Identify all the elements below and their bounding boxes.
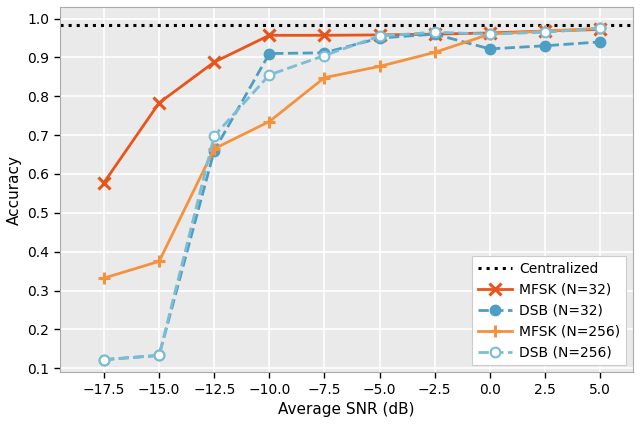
Line: DSB (N=256): DSB (N=256) xyxy=(99,23,605,365)
DSB (N=32) xyxy=(596,39,604,45)
MFSK (N=32) xyxy=(486,31,493,36)
MFSK (N=256) xyxy=(486,32,493,37)
X-axis label: Average SNR (dB): Average SNR (dB) xyxy=(278,402,415,417)
MFSK (N=256) xyxy=(211,146,218,151)
DSB (N=256) xyxy=(100,357,108,362)
MFSK (N=256) xyxy=(100,276,108,281)
MFSK (N=256) xyxy=(541,28,548,33)
Line: DSB (N=32): DSB (N=32) xyxy=(99,29,605,365)
DSB (N=32) xyxy=(541,43,548,48)
DSB (N=256) xyxy=(541,30,548,35)
MFSK (N=256) xyxy=(321,75,328,80)
MFSK (N=32) xyxy=(156,100,163,106)
MFSK (N=32) xyxy=(541,28,548,33)
MFSK (N=256) xyxy=(156,259,163,264)
Centralized xyxy=(508,22,516,28)
DSB (N=32) xyxy=(211,148,218,153)
DSB (N=32) xyxy=(321,50,328,55)
MFSK (N=32) xyxy=(376,32,383,37)
DSB (N=32) xyxy=(376,36,383,41)
DSB (N=32) xyxy=(100,357,108,362)
MFSK (N=32) xyxy=(596,27,604,32)
Y-axis label: Accuracy: Accuracy xyxy=(7,154,22,225)
DSB (N=256) xyxy=(321,53,328,58)
DSB (N=32) xyxy=(266,51,273,56)
Line: MFSK (N=256): MFSK (N=256) xyxy=(98,22,606,285)
DSB (N=256) xyxy=(211,134,218,139)
DSB (N=256) xyxy=(431,30,438,35)
MFSK (N=32) xyxy=(321,33,328,38)
DSB (N=32) xyxy=(431,32,438,37)
MFSK (N=32) xyxy=(266,33,273,38)
MFSK (N=256) xyxy=(376,64,383,69)
MFSK (N=256) xyxy=(266,119,273,124)
DSB (N=32) xyxy=(156,353,163,358)
DSB (N=256) xyxy=(156,353,163,358)
DSB (N=256) xyxy=(596,26,604,31)
DSB (N=256) xyxy=(486,32,493,37)
DSB (N=256) xyxy=(266,73,273,78)
DSB (N=32) xyxy=(486,46,493,51)
MFSK (N=32) xyxy=(211,59,218,64)
Legend: Centralized, MFSK (N=32), DSB (N=32), MFSK (N=256), DSB (N=256): Centralized, MFSK (N=32), DSB (N=32), MF… xyxy=(472,256,626,365)
MFSK (N=32) xyxy=(431,32,438,37)
MFSK (N=256) xyxy=(596,26,604,31)
Centralized xyxy=(486,22,493,28)
Line: MFSK (N=32): MFSK (N=32) xyxy=(99,24,605,188)
MFSK (N=32) xyxy=(100,180,108,185)
DSB (N=256) xyxy=(376,33,383,39)
MFSK (N=256) xyxy=(431,50,438,55)
